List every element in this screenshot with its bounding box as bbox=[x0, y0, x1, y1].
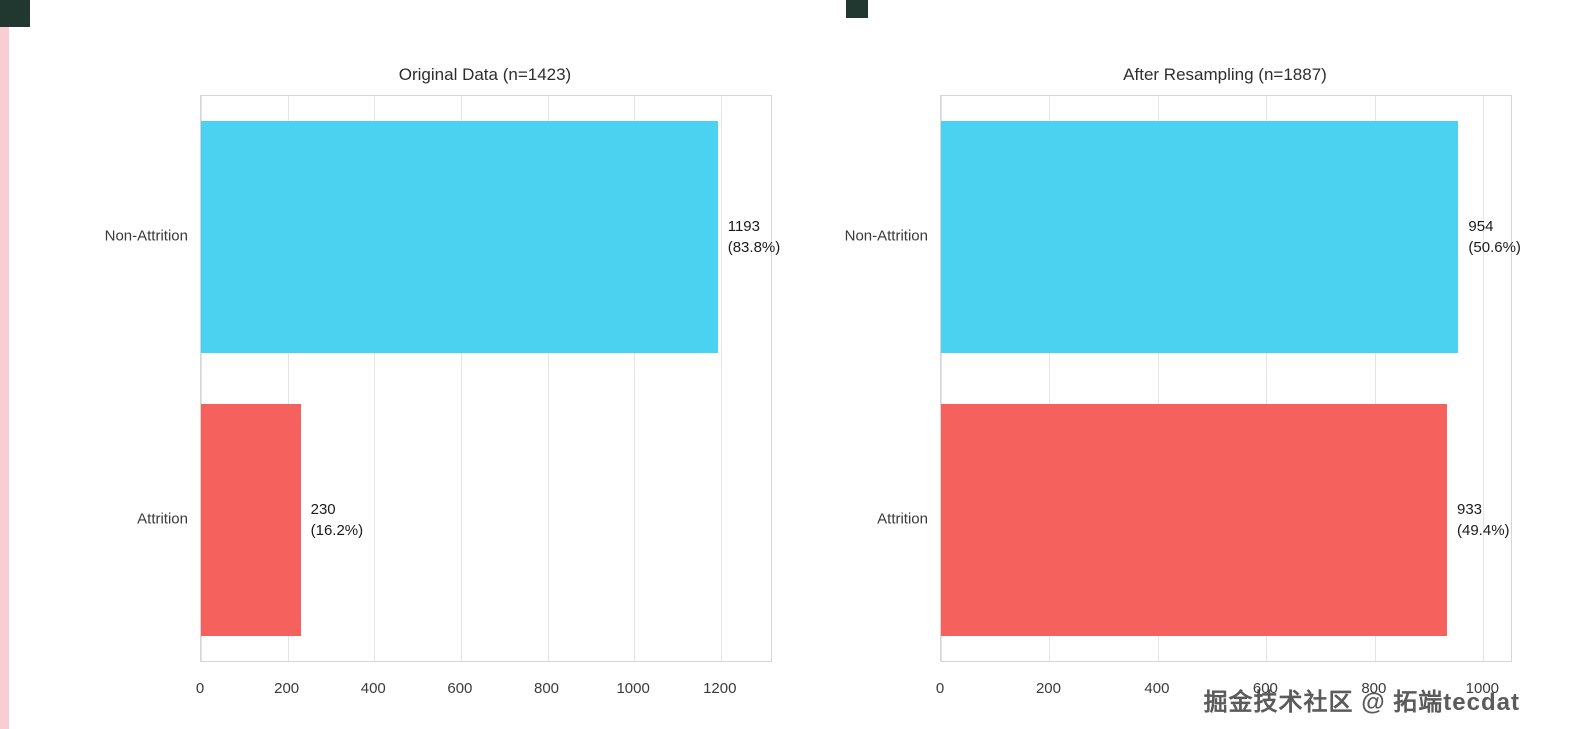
x-tick-label: 0 bbox=[935, 680, 945, 697]
gridline bbox=[1157, 96, 1159, 661]
gridline bbox=[460, 96, 462, 661]
y-axis-labels: Non-Attrition Attrition bbox=[835, 95, 940, 660]
bar-value-label: 1193 (83.8%) bbox=[728, 216, 781, 258]
artifact-square bbox=[0, 0, 30, 27]
watermark: 掘金技术社区 @ 拓端tecdat bbox=[1203, 689, 1520, 716]
x-tick-label: 600 bbox=[447, 680, 473, 697]
x-tick-label: 400 bbox=[360, 680, 386, 697]
gridlines bbox=[941, 96, 1511, 661]
y-axis-labels: Non-Attrition Attrition bbox=[95, 95, 200, 660]
plot-area: 954 (50.6%) 933 (49.4%) bbox=[940, 95, 1521, 662]
left-edge-strip bbox=[0, 0, 9, 729]
chart-title: After Resampling (n=1887) bbox=[1123, 65, 1327, 84]
plot-area: 1193 (83.8%) 230 (16.2%) bbox=[200, 95, 780, 662]
bar-value-percent: (49.4%) bbox=[1457, 521, 1510, 539]
gridline bbox=[634, 96, 636, 661]
gridline bbox=[287, 96, 289, 661]
bar-value-count: 933 bbox=[1457, 500, 1483, 518]
x-axis-labels: 0 200 400 600 800 1000 bbox=[936, 662, 1510, 702]
gridline bbox=[547, 96, 549, 661]
chart-title: Original Data (n=1423) bbox=[398, 65, 572, 84]
chart-title-row: Original Data (n=1423) bbox=[200, 55, 770, 95]
bar-value-label: 954 (50.6%) bbox=[1468, 216, 1521, 258]
x-tick-label: 800 bbox=[533, 680, 560, 697]
y-category-label: Non-Attrition bbox=[844, 227, 928, 245]
chart-title-row: After Resampling (n=1887) bbox=[940, 55, 1510, 95]
x-tick-label: 600 bbox=[1252, 680, 1278, 697]
gridline bbox=[201, 96, 202, 661]
chart-panel-original: Original Data (n=1423) Non-Attrition Attr… bbox=[95, 55, 781, 702]
bar-attrition bbox=[201, 403, 301, 636]
bar-value-percent: (16.2%) bbox=[310, 521, 364, 539]
bar-value-count: 230 bbox=[310, 500, 336, 518]
gridline bbox=[374, 96, 376, 661]
bar-value-label: 230 (16.2%) bbox=[311, 499, 364, 541]
gridline bbox=[1266, 96, 1268, 661]
x-tick-label: 1000 bbox=[616, 680, 650, 697]
y-category-label: Non-Attrition bbox=[104, 227, 188, 245]
bar-non-attrition bbox=[201, 121, 718, 354]
chart-panel-resampled: After Resampling (n=1887) Non-Attrition A… bbox=[835, 55, 1521, 702]
bar-value-label: 933 (49.4%) bbox=[1457, 499, 1510, 541]
y-category-label: Attrition bbox=[137, 510, 188, 528]
x-tick-label: 400 bbox=[1144, 680, 1170, 697]
bar-value-count: 954 bbox=[1468, 218, 1494, 236]
bar-non-attrition bbox=[941, 121, 1459, 354]
artifact-square bbox=[846, 0, 868, 18]
y-category-label: Attrition bbox=[877, 510, 928, 528]
bar-value-percent: (50.6%) bbox=[1468, 239, 1521, 257]
plot-row: Non-Attrition Attrition 1193 (83.8%) 230 (16… bbox=[95, 95, 780, 662]
x-tick-label: 1000 bbox=[1465, 680, 1500, 697]
bar-attrition bbox=[941, 403, 1447, 636]
x-tick-label: 1200 bbox=[703, 680, 737, 697]
plot-row: Non-Attrition Attrition 954 (50.6%) 933 (49.… bbox=[835, 95, 1521, 662]
gridline bbox=[720, 96, 722, 661]
x-tick-label: 800 bbox=[1361, 680, 1387, 697]
x-tick-label: 200 bbox=[274, 680, 300, 697]
gridline bbox=[1374, 96, 1376, 661]
bar-value-percent: (83.8%) bbox=[727, 239, 781, 257]
gridline bbox=[1049, 96, 1051, 661]
gridlines bbox=[201, 96, 771, 661]
bar-value-count: 1193 bbox=[727, 218, 760, 236]
x-axis-labels: 0 200 400 600 800 1000 1200 bbox=[196, 662, 770, 702]
x-tick-label: 0 bbox=[195, 680, 205, 697]
gridline bbox=[1483, 96, 1485, 661]
x-tick-label: 200 bbox=[1035, 680, 1061, 697]
gridline bbox=[941, 96, 942, 661]
